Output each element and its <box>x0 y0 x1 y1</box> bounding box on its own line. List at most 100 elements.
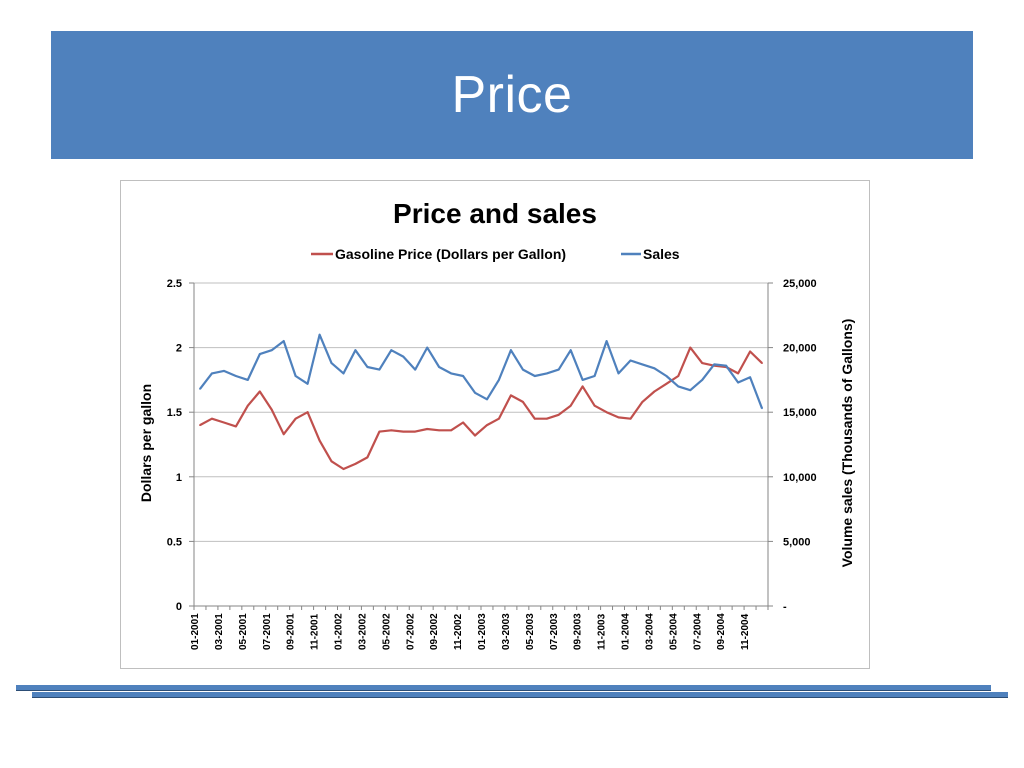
data-point-sales <box>294 375 297 377</box>
data-point-gasoline-price <box>486 424 488 426</box>
data-point-gasoline-price <box>749 350 751 353</box>
data-point-sales <box>462 375 464 377</box>
data-point-gasoline-price <box>318 439 321 442</box>
data-point-sales <box>677 385 680 388</box>
x-tick-label: 07-2003 <box>549 613 560 650</box>
data-point-sales <box>354 349 357 352</box>
data-point-gasoline-price <box>533 417 536 420</box>
right-tick-label: 10,000 <box>783 472 817 484</box>
x-tick-label: 03-2002 <box>357 613 368 650</box>
footer-rule-top <box>16 685 991 691</box>
data-point-sales <box>545 372 548 375</box>
data-point-gasoline-price <box>438 429 440 432</box>
right-tick-label: 5,000 <box>783 536 811 548</box>
x-tick-label: 03-2004 <box>644 613 655 650</box>
chart-gridlines <box>194 282 768 607</box>
data-point-gasoline-price <box>282 433 285 436</box>
data-point-sales <box>605 340 608 342</box>
data-point-gasoline-price <box>605 411 608 414</box>
data-point-gasoline-price <box>426 428 429 430</box>
data-point-sales <box>378 368 381 371</box>
data-point-sales <box>450 372 452 375</box>
data-point-sales <box>581 379 584 381</box>
data-point-gasoline-price <box>641 401 644 403</box>
slide-title: Price <box>451 66 573 124</box>
data-point-sales <box>498 379 500 381</box>
x-tick-label: 11-2004 <box>740 613 751 650</box>
data-point-gasoline-price <box>330 460 333 463</box>
x-tick-label: 09-2001 <box>286 613 297 650</box>
right-tick-label: 15,000 <box>783 407 817 419</box>
data-point-sales <box>593 375 596 377</box>
x-tick-label: 11-2002 <box>453 613 464 650</box>
x-tick-label: 07-2001 <box>262 613 273 650</box>
data-point-sales <box>211 372 213 375</box>
data-point-gasoline-price <box>737 372 739 375</box>
x-tick-label: 09-2002 <box>429 613 440 650</box>
data-point-sales <box>689 389 692 392</box>
left-tick-label: 2 <box>176 343 182 355</box>
x-tick-label: 03-2001 <box>214 613 225 650</box>
data-point-sales <box>713 363 716 366</box>
data-point-sales <box>258 353 261 355</box>
data-point-gasoline-price <box>402 430 405 433</box>
data-point-sales <box>342 372 345 375</box>
data-point-gasoline-price <box>462 421 464 424</box>
data-point-sales <box>199 388 201 390</box>
data-point-gasoline-price <box>557 413 560 416</box>
slide-title-banner: Price <box>51 31 973 159</box>
left-axis-ticks: 0 0.5 1 1.5 2 2.5 <box>167 278 194 613</box>
data-point-gasoline-price <box>665 382 668 385</box>
data-point-gasoline-price <box>593 404 596 407</box>
data-point-gasoline-price <box>270 408 273 411</box>
x-tick-label: 07-2002 <box>405 613 416 650</box>
data-point-sales <box>701 379 704 381</box>
data-point-gasoline-price <box>246 404 249 407</box>
x-tick-label: 07-2004 <box>692 613 703 650</box>
data-point-sales <box>486 398 488 401</box>
chart-series <box>199 333 764 471</box>
data-point-gasoline-price <box>701 362 704 364</box>
data-point-gasoline-price <box>677 375 680 377</box>
data-point-gasoline-price <box>450 429 452 432</box>
data-point-sales <box>474 391 476 394</box>
x-axis-ticks: 01-2001 03-2001 05-2001 07-2001 09-2001 11-20… <box>190 606 769 650</box>
data-point-sales <box>641 363 644 366</box>
left-tick-label: 1.5 <box>167 407 182 419</box>
data-point-gasoline-price <box>378 430 381 433</box>
x-tick-label: 11-2003 <box>597 613 608 650</box>
data-point-gasoline-price <box>498 417 500 420</box>
data-point-sales <box>737 381 739 384</box>
data-point-sales <box>629 359 632 362</box>
x-tick-label: 01-2003 <box>477 613 488 650</box>
data-point-sales <box>617 372 620 375</box>
data-point-sales <box>653 367 656 370</box>
data-point-sales <box>533 375 536 377</box>
data-point-sales <box>402 355 405 358</box>
data-point-sales <box>761 407 763 410</box>
data-point-gasoline-price <box>510 394 512 397</box>
data-point-sales <box>426 346 429 349</box>
data-point-gasoline-price <box>653 390 656 393</box>
footer-rule-bottom <box>32 692 1008 698</box>
left-tick-label: 0.5 <box>167 536 182 548</box>
left-axis-label: Dollars per gallon <box>138 384 154 502</box>
data-point-sales <box>522 368 524 371</box>
data-point-gasoline-price <box>223 421 225 424</box>
x-tick-label: 01-2004 <box>621 613 632 650</box>
data-point-sales <box>725 364 727 367</box>
x-tick-label: 09-2004 <box>716 613 727 650</box>
data-point-gasoline-price <box>199 424 201 426</box>
price-and-sales-chart: Price and sales Gasoline Price (Dollars … <box>138 198 855 650</box>
x-tick-label: 01-2001 <box>190 613 201 650</box>
data-point-gasoline-price <box>258 390 261 393</box>
data-point-gasoline-price <box>294 417 297 420</box>
series-line-sales <box>199 333 764 409</box>
x-tick-label: 05-2002 <box>381 613 392 650</box>
data-point-sales <box>270 349 273 352</box>
data-point-sales <box>235 375 237 377</box>
data-point-gasoline-price <box>545 417 548 420</box>
legend-label-gasoline-price: Gasoline Price (Dollars per Gallon) <box>335 246 566 262</box>
x-tick-label: 03-2003 <box>501 613 512 650</box>
data-point-gasoline-price <box>211 417 213 420</box>
